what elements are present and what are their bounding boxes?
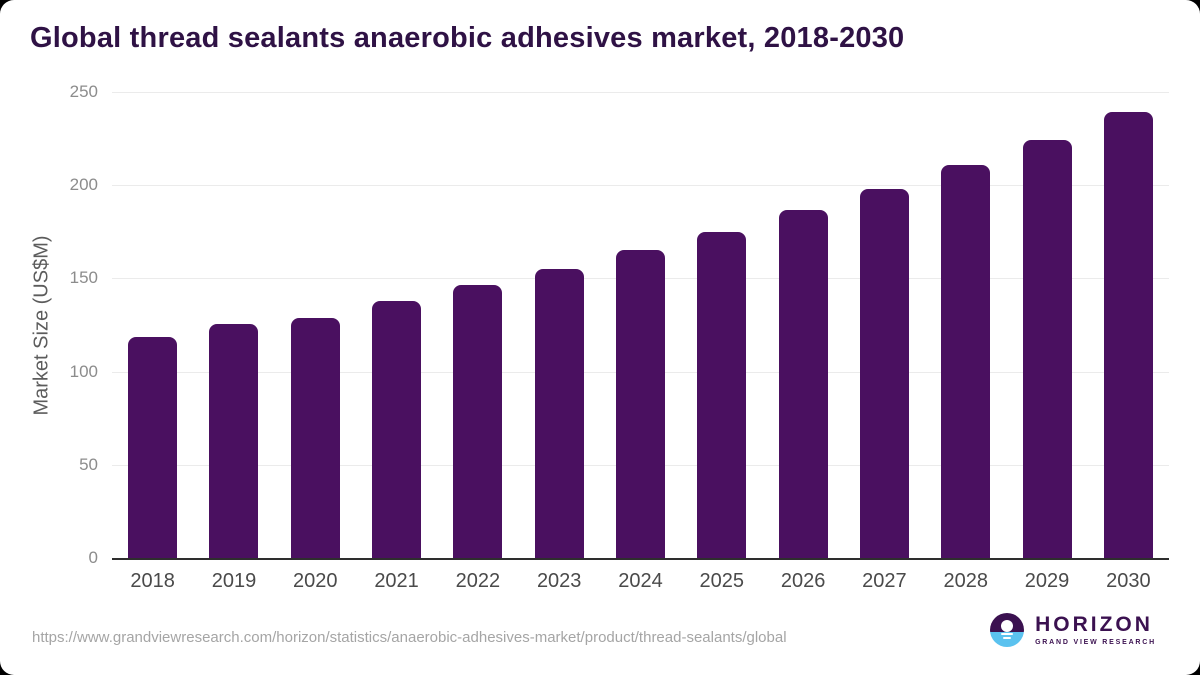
y-tick-label: 150: [69, 268, 98, 288]
x-tick-label: 2022: [455, 570, 501, 592]
x-tick-label: 2024: [618, 570, 663, 592]
x-tick-label: 2028: [943, 570, 988, 592]
x-tick-label: 2027: [862, 570, 907, 592]
x-tick-label: 2023: [536, 570, 582, 592]
bar-2029[interactable]: [1022, 139, 1072, 558]
bar-2022[interactable]: [453, 285, 503, 558]
logo-sub-brand: GRAND VIEW RESEARCH: [1035, 639, 1156, 646]
x-tick-label: 2026: [780, 570, 826, 592]
y-tick-label: 200: [69, 175, 98, 195]
bar-2024[interactable]: [616, 250, 665, 558]
bar-2023[interactable]: [534, 268, 584, 558]
logo-brand-name: HORIZON: [1035, 613, 1153, 636]
logo-wave-icon: [1001, 632, 1014, 636]
bar-2025[interactable]: [697, 231, 747, 558]
bar-2019[interactable]: [209, 324, 259, 558]
y-axis-label-text: Market Size (US$M): [30, 234, 53, 416]
gridline: [112, 185, 1169, 187]
logo-wave-icon: [1003, 636, 1012, 640]
logo-sea-half: [990, 632, 1025, 647]
y-tick-label: 250: [69, 82, 98, 101]
x-tick-label: 2030: [1106, 570, 1151, 592]
bar-2028[interactable]: [941, 164, 991, 558]
source-url: https://www.grandviewresearch.com/horizo…: [32, 629, 787, 646]
bar-2020[interactable]: [290, 317, 340, 558]
x-tick-label: 2018: [130, 570, 175, 592]
horizon-logo-icon: [990, 613, 1025, 647]
y-axis-label: Market Size (US$M): [30, 92, 54, 558]
y-tick-label: 0: [88, 548, 98, 567]
y-tick-label: 100: [69, 361, 98, 381]
bar-2027[interactable]: [859, 188, 909, 558]
logo-text: HORIZON GRAND VIEW RESEARCH: [1035, 614, 1156, 646]
bar-2021[interactable]: [372, 300, 422, 558]
chart-title: Global thread sealants anaerobic adhesiv…: [30, 22, 905, 54]
bar-2026[interactable]: [778, 210, 828, 558]
bar-2030[interactable]: [1103, 111, 1153, 558]
plot-area: 0 50 100 150 200 250 2018 2019 2020 2021 2022 2023 2…: [70, 82, 1169, 592]
y-tick-label: 50: [79, 454, 98, 474]
x-tick-label: 2019: [211, 570, 257, 592]
logo-sun-icon: [1001, 619, 1014, 632]
x-tick-label: 2025: [699, 570, 745, 592]
gridline: [112, 92, 1169, 93]
x-tick-label: 2029: [1024, 570, 1070, 592]
horizon-logo: HORIZON GRAND VIEW RESEARCH: [990, 613, 1156, 647]
bar-2018[interactable]: [128, 336, 178, 558]
x-tick-label: 2021: [374, 570, 419, 592]
chart-footer: https://www.grandviewresearch.com/horizo…: [0, 605, 1200, 675]
x-tick-label: 2020: [293, 570, 338, 592]
